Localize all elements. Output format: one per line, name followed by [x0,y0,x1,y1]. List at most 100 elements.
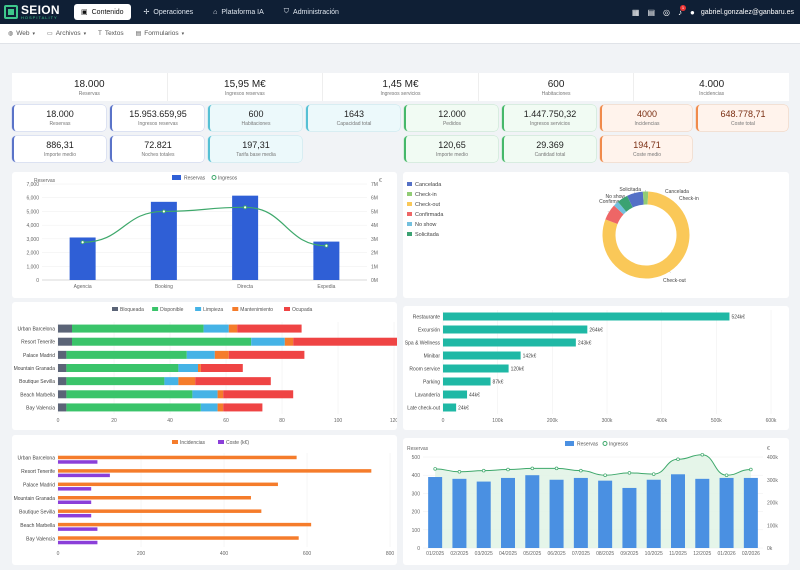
bar-incidencias [58,509,262,513]
bar-ocupada [228,350,305,359]
tab-plataforma-ia[interactable]: ⌂ Plataforma IA [213,8,264,16]
notification-badge: 1 [680,4,687,11]
point-ingresos [724,473,729,477]
y2-tick-label: 100k [767,523,778,529]
bar-bloqueada [58,350,67,359]
bar-disponible [66,377,165,386]
x-tick-label: 400k [656,418,667,424]
subnav-web[interactable]: ◍ Web ▾ [8,30,36,37]
legend-swatch-ingresos [211,175,217,180]
legend-label: Confirmada [415,212,444,218]
bar-coste [58,460,98,464]
bar-limpieza [192,390,218,399]
chart-reservas-por-canal: Reservas €0 1,000 2,000 3,000 4,000 5,000 6,000… [26,175,382,290]
bar-bloqueada [58,364,67,372]
y-tick-label: Urban Barcelona [17,327,55,333]
bar-reservas [525,475,540,548]
data-label: 120k€ [511,367,525,373]
y-tick-label: Minibar [424,354,441,360]
bar-reservas [695,478,710,548]
legend-ingresos: Ingresos [218,176,238,182]
x-tick-label: 0 [442,418,445,424]
bar-reservas [476,481,491,548]
pie-label-line [621,197,623,199]
y-tick-label: Bay Valencia [26,536,55,542]
legend-label: Incidencias [180,440,206,446]
y2-tick-label: 4M [371,223,378,229]
apps-icon[interactable]: ▤ [647,7,656,17]
x-tick-label: 12/2025 [693,551,711,557]
y-tick-label: Mountain Granada [14,366,56,372]
x-tick-label: 11/2025 [669,551,687,557]
pie-label-line [669,271,671,273]
summary-reservas: 18.000 Reservas [12,73,168,101]
x-tick-label: 100k [492,418,503,424]
y-tick-label: Late check-out [407,406,440,412]
kpi-noches-totales: 72.821 Noches totales [110,136,204,162]
tab-administracion[interactable]: ⛉ Administración [283,8,339,16]
y-tick-label: Excursión [418,328,440,334]
whatsapp-icon[interactable]: ◎ [663,7,671,17]
kpi-tarifa-base-media: 197,31 Tarifa base media [208,136,302,162]
x-tick-label: 800 [386,551,395,557]
y2-tick-label: 0k [767,546,773,552]
x-tick-label: 09/2025 [620,551,638,557]
y-tick-label: 7,000 [26,182,39,188]
bar-reservas [150,201,177,280]
data-label: 524k€ [731,315,745,321]
tab-operaciones[interactable]: ✢ Operaciones [143,8,194,17]
y2-tick-label: 300k [767,478,778,484]
chart-ingresos-servicios: 0 100k 200k 300k 400k 500k 600k Restaurante 524k… [405,310,777,424]
calendar-icon[interactable]: ▦ [631,7,640,17]
pie-label: Cancelada [665,189,689,195]
chart-card-rooms: 0 20 40 60 80 100 120 Urban Barcelona Resort Ten… [12,302,408,430]
bell-icon[interactable]: ♪ 1 [678,4,687,17]
x-tick-label: 600k [766,418,777,424]
user-email[interactable]: gabriel.gonzalez@ganbaru.es [700,8,794,16]
y-tick-label: 2,000 [26,251,39,257]
x-tick-label: 0 [57,418,60,424]
y2-axis-label: € [767,446,770,452]
chevron-down-icon: ▾ [181,30,185,37]
bar-incidencias [58,469,372,473]
y2-tick-label: 3M [371,237,378,243]
y-axis-label: Reservas [407,446,429,452]
legend-reservas: Reservas [184,176,206,182]
x-tick-label: Directa [237,284,253,290]
point-ingresos [603,473,607,477]
legend-label: Coste (k€) [226,440,249,446]
point-ingresos [324,243,329,248]
subnav-textos[interactable]: T Textos [98,30,124,37]
y-tick-label: Parking [423,380,440,386]
bar-limpieza [164,377,179,386]
y-tick-label: Lavandería [415,393,440,399]
chart-card-services: 0 100k 200k 300k 400k 500k 600k Restaurante 524k… [403,306,789,430]
legend-reservas: Reservas [577,442,599,448]
legend-label: Cancelada [415,182,442,188]
bar-coste [58,500,92,504]
bar-bloqueada [58,337,72,346]
y-tick-label: Urban Barcelona [17,456,55,462]
y-tick-label: 0 [417,546,420,552]
subnav-formularios[interactable]: ▤ Formularios ▾ [135,30,185,37]
kpi-ingresos-servicios: 1.447.750,32 Ingresos servicios [502,105,596,131]
bar-ocupada [293,337,408,346]
subnav-archivos[interactable]: ▭ Archivos ▾ [47,30,87,37]
bar-ocupada [223,390,294,399]
logo[interactable]: SEION HOSPITALITY [4,4,68,20]
pie-label: Solicitada [619,187,641,193]
tab-contenido[interactable]: ▣ Contenido [74,4,131,20]
x-tick-label: 03/2025 [475,551,493,557]
x-tick-label: 300k [602,418,613,424]
chart-incidencias-hotel: 0 200 400 600 800 Urban Barcelona Resort Tener… [14,440,395,557]
y-tick-label: Resort Tenerife [21,469,55,475]
legend-swatch [407,202,412,206]
pie-label-line [607,211,610,213]
sub-navbar: ◍ Web ▾ ▭ Archivos ▾ T Textos ▤ Formularios ▾ [0,24,800,44]
bar-coste [58,473,110,478]
user-icon[interactable]: ● [690,7,695,17]
summary-strip: 18.000 Reservas 15,95 M€ Ingresos reservas… [12,73,789,101]
x-tick-label: Expedia [317,284,335,290]
content-icon: ▣ [81,9,88,16]
bar-mantenimiento [284,337,294,346]
